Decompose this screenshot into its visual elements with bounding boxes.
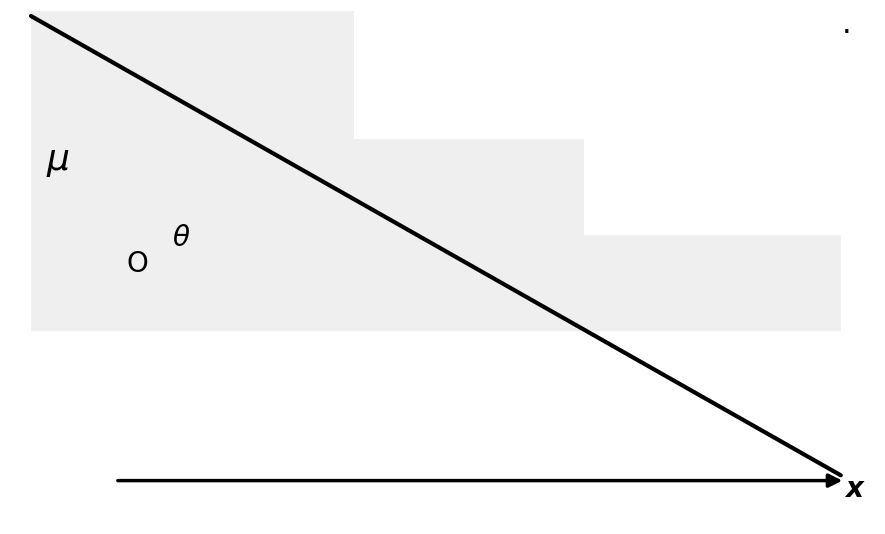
Bar xyxy=(580,235,841,331)
Bar xyxy=(350,139,584,331)
Text: .: . xyxy=(843,10,851,38)
Text: x: x xyxy=(845,475,863,502)
Bar xyxy=(31,11,354,331)
Text: O: O xyxy=(127,250,148,278)
Text: θ: θ xyxy=(173,224,190,252)
Text: μ: μ xyxy=(46,143,69,177)
